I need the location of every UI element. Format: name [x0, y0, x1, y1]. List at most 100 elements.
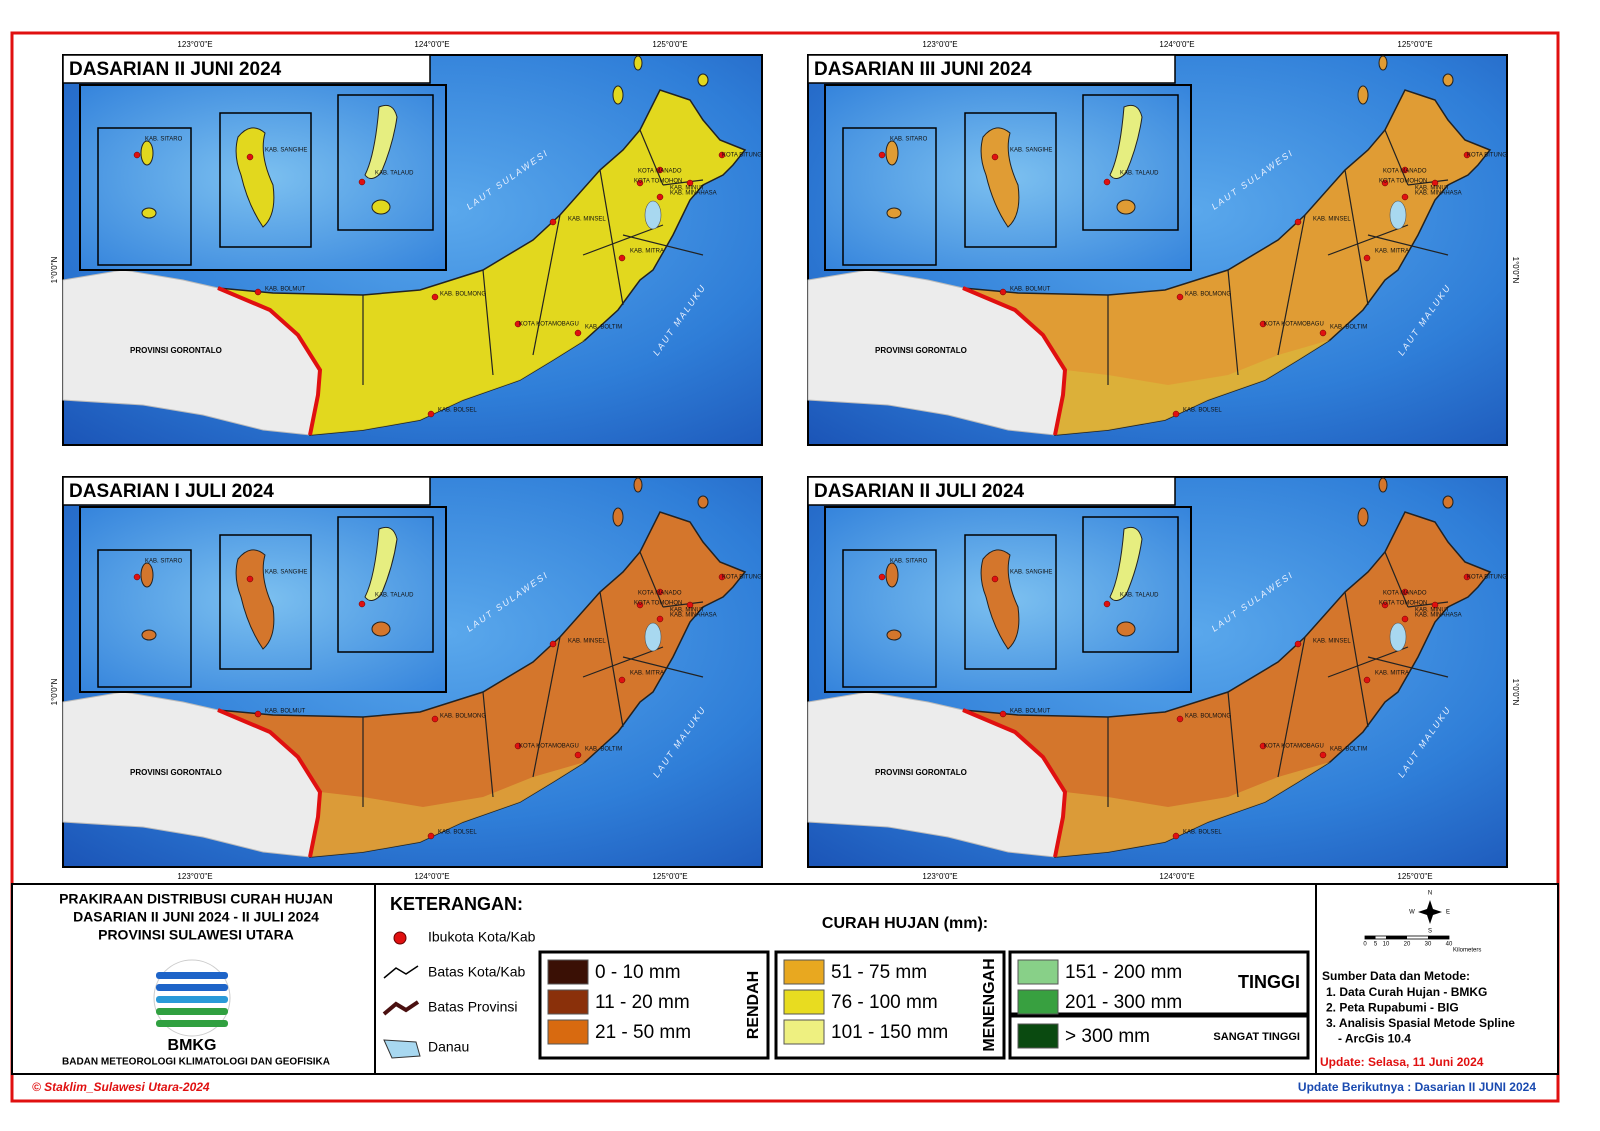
capital-marker — [1363, 676, 1371, 684]
capital-marker — [246, 153, 254, 161]
capital-marker — [254, 710, 262, 718]
scale-segment — [1386, 936, 1407, 939]
place-label: KAB. BOLTIM — [1330, 325, 1367, 331]
place-label: KAB. MITRA — [630, 671, 664, 677]
inset-box — [964, 112, 1057, 248]
island — [371, 621, 391, 637]
place-label: KAB. MINSEL — [1313, 217, 1351, 223]
place-label: KAB. MINSEL — [568, 639, 606, 645]
capital-marker — [636, 601, 644, 609]
class-label: 76 - 100 mm — [831, 992, 938, 1013]
class-swatch — [1017, 1023, 1059, 1049]
island — [885, 140, 899, 166]
capital-marker — [1319, 329, 1327, 337]
latitude-label: 1°0'0"N — [1511, 257, 1520, 284]
compass-letter: W — [1409, 910, 1415, 916]
inset-box — [97, 127, 192, 266]
longitude-label: 125°0'0"E — [1397, 872, 1432, 881]
place-label: KAB. BOLTIM — [585, 747, 622, 753]
longitude-label: 123°0'0"E — [177, 40, 212, 49]
district-border — [1384, 551, 1409, 608]
place-label: KAB. TALAUD — [375, 593, 414, 599]
inset-box — [337, 516, 434, 653]
legend-title: PROVINSI SULAWESI UTARA — [98, 927, 294, 943]
capital-marker — [431, 293, 439, 301]
island — [371, 199, 391, 215]
longitude-label: 125°0'0"E — [652, 40, 687, 49]
lake — [644, 200, 662, 230]
source-item: 2. Peta Rupabumi - BIG — [1326, 1001, 1459, 1015]
island — [364, 104, 398, 179]
province-border — [217, 708, 323, 858]
capital-marker — [1401, 588, 1409, 596]
island — [1378, 477, 1388, 493]
class-label: 51 - 75 mm — [831, 962, 927, 983]
place-label: KOTA TOMOHON — [634, 601, 682, 607]
district-border — [1277, 214, 1306, 356]
place-label: KAB. BOLTIM — [585, 325, 622, 331]
district-border — [582, 646, 664, 678]
place-label: KAB. BOLSEL — [1183, 408, 1222, 414]
sources-heading: Sumber Data dan Metode: — [1322, 969, 1470, 983]
place-label: KAB. SANGIHE — [1010, 570, 1052, 576]
island — [612, 507, 624, 527]
capital-marker — [574, 751, 582, 759]
place-label: KAB. MINSEL — [1313, 639, 1351, 645]
panel-title-box — [62, 54, 431, 84]
scale-segment — [1428, 936, 1449, 939]
latitude-label: 1°0'0"N — [1511, 679, 1520, 706]
capital-marker — [656, 615, 664, 623]
place-label: KAB. MINUT — [1415, 186, 1450, 192]
longitude-label: 124°0'0"E — [1159, 40, 1194, 49]
place-label: KAB. MITRA — [1375, 671, 1409, 677]
place-label: KAB. MINAHASA — [1415, 191, 1462, 197]
class-group-box — [1008, 1014, 1310, 1060]
capital-marker — [358, 600, 366, 608]
district-border — [1344, 591, 1369, 728]
map-panel: DASARIAN II JUNI 2024 KAB. SITARO KAB. SAN… — [50, 40, 763, 446]
place-label: KAB. BOLSEL — [1183, 830, 1222, 836]
capital-marker — [1381, 601, 1389, 609]
capital-marker — [549, 218, 557, 226]
district-border — [1384, 129, 1409, 186]
capital-marker — [1103, 178, 1111, 186]
province-land — [217, 511, 747, 858]
island — [886, 207, 902, 219]
place-label: KAB. SITARO — [890, 137, 928, 143]
place-label: KOTA MANADO — [638, 169, 682, 175]
capital-marker — [246, 575, 254, 583]
capital-marker — [656, 588, 664, 596]
symbol-capital — [393, 931, 407, 945]
capital-marker — [514, 320, 522, 328]
capital-marker — [718, 151, 726, 159]
island — [886, 629, 902, 641]
district-border — [532, 214, 561, 356]
place-label: KOTA TOMOHON — [1379, 179, 1427, 185]
province-south — [1055, 340, 1330, 435]
capital-marker — [1176, 715, 1184, 723]
symbol-label: Ibukota Kota/Kab — [428, 929, 536, 945]
place-label: KOTA MANADO — [1383, 591, 1427, 597]
place-label: KAB. TALAUD — [375, 171, 414, 177]
place-label: KAB. MINAHASA — [670, 191, 717, 197]
capital-marker — [686, 179, 694, 187]
capital-marker — [133, 573, 141, 581]
capital-marker — [1176, 293, 1184, 301]
province-land — [962, 511, 1492, 858]
place-label: KOTA TOMOHON — [634, 179, 682, 185]
province-south — [1055, 762, 1330, 857]
island — [140, 140, 154, 166]
group-label: TINGGI — [1238, 972, 1300, 992]
place-label: KOTA BITUNG — [1467, 575, 1507, 581]
inset-box — [842, 127, 937, 266]
class-label: > 300 mm — [1065, 1026, 1150, 1047]
class-label: 0 - 10 mm — [595, 962, 681, 983]
logo-text: BMKG — [168, 1037, 217, 1054]
symbol-lake — [383, 1039, 421, 1059]
place-label: KAB. BOLMUT — [1010, 287, 1051, 293]
place-label: KOTA BITUNG — [722, 153, 762, 159]
legend: PRAKIRAAN DISTRIBUSI CURAH HUJAN DASARIAN… — [32, 891, 1536, 1095]
province-south — [310, 340, 585, 435]
place-label: KOTA MANADO — [1383, 169, 1427, 175]
